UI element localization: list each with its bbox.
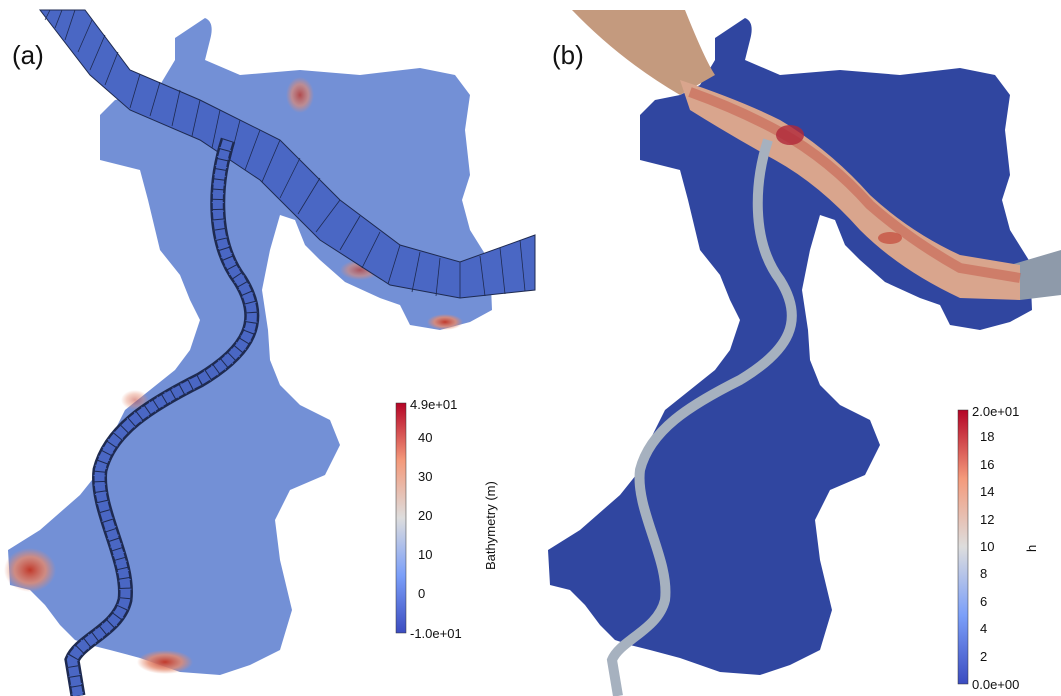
colorbar-a-min-label: -1.0e+01 bbox=[410, 626, 462, 641]
colorbar-b-min-label: 0.0e+00 bbox=[972, 677, 1020, 692]
panel-label-a: (a) bbox=[12, 40, 44, 70]
colorbar-a bbox=[395, 402, 407, 634]
colorbar-tick-label: 16 bbox=[980, 456, 995, 472]
tributary-mesh bbox=[65, 138, 258, 696]
colorbar-a-title: Bathymetry (m) bbox=[483, 481, 498, 570]
model-domain bbox=[8, 18, 492, 675]
river-outlet bbox=[1010, 250, 1061, 300]
colorbar-b-title: h bbox=[1024, 544, 1039, 552]
hotspot bbox=[427, 314, 463, 330]
colorbar-tick-label: 6 bbox=[980, 593, 988, 609]
colorbar-tick-label: 40 bbox=[418, 430, 433, 446]
colorbar-tick-label: 10 bbox=[980, 539, 995, 554]
panel-depth: (b) 2.0e+01 0.0e+00 18 16 14 12 10 8 6 4 2 h bbox=[540, 0, 1061, 696]
colorbar-tick-label: 20 bbox=[418, 508, 433, 524]
colorbar-tick-label: 4 bbox=[980, 621, 988, 637]
colorbar-b-max-label: 2.0e+01 bbox=[972, 404, 1020, 419]
bathymetry-map bbox=[4, 9, 536, 696]
colorbar-tick-label: 0 bbox=[418, 586, 426, 602]
colorbar-tick-label: 10 bbox=[418, 547, 433, 563]
hotspot bbox=[286, 77, 314, 113]
hotspot bbox=[4, 548, 56, 592]
main-river-mesh bbox=[44, 9, 526, 298]
colorbar-tick-label: 14 bbox=[980, 484, 995, 500]
hotspot bbox=[137, 650, 193, 674]
depth-map bbox=[548, 10, 1061, 696]
colorbar-tick-label: 30 bbox=[418, 469, 433, 485]
tributary-depth bbox=[606, 138, 797, 696]
colorbar-tick-label: 12 bbox=[980, 511, 995, 527]
colorbar-tick-label: 2 bbox=[980, 648, 988, 664]
model-domain bbox=[548, 18, 1032, 675]
colorbar-a-max-label: 4.9e+01 bbox=[410, 397, 458, 412]
panel-bathymetry: (a) 4.9e+01 -1.0e+01 40 30 20 10 0 Bathymetr… bbox=[4, 9, 536, 696]
panel-label-b: (b) bbox=[552, 40, 584, 70]
colorbar-tick-label: 8 bbox=[980, 566, 988, 582]
colorbar-b bbox=[957, 409, 969, 685]
colorbar-tick-label: 18 bbox=[980, 429, 995, 445]
main-river-channel bbox=[38, 9, 536, 299]
river-inlet bbox=[572, 10, 715, 95]
